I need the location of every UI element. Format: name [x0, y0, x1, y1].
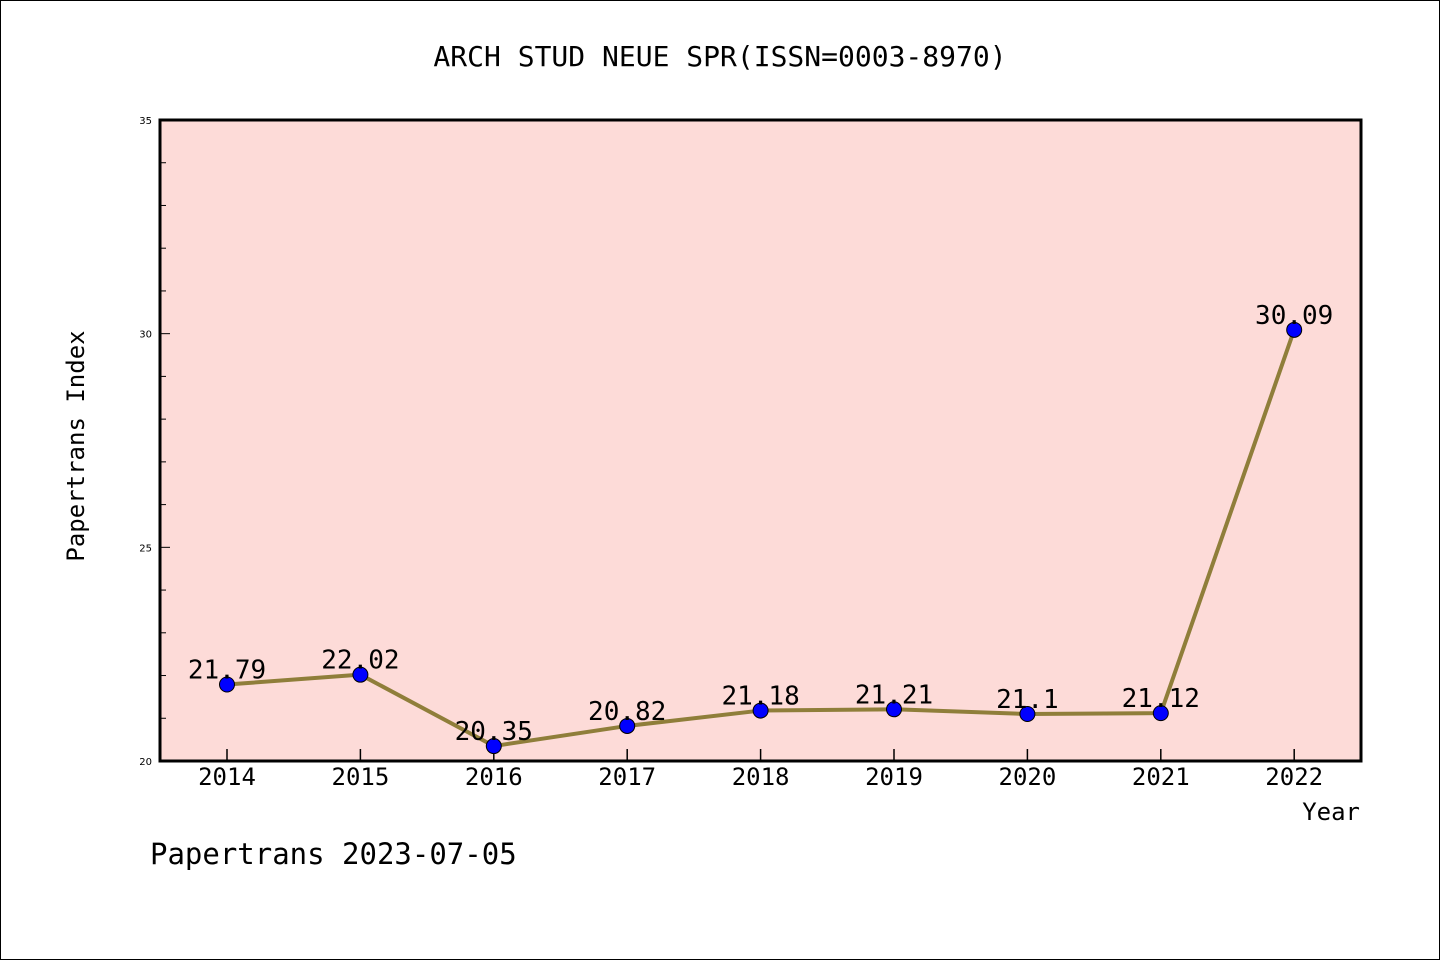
data-label: 21.12 [1122, 684, 1200, 714]
data-label: 21.21 [855, 680, 933, 710]
x-tick-label: 2016 [465, 763, 523, 791]
y-tick-label: 25 [139, 543, 152, 554]
x-tick-label: 2017 [598, 763, 656, 791]
data-point [619, 717, 636, 734]
data-label: 30.09 [1255, 301, 1333, 331]
data-point [485, 738, 502, 755]
x-axis: 2014 2015 2016 2017 2018 2019 2020 2021 2022 [198, 749, 1323, 791]
data-point [219, 676, 235, 693]
data-label: 21.1 [996, 685, 1059, 715]
x-tick-label: 2019 [865, 763, 923, 791]
x-tick-label: 2020 [999, 763, 1057, 791]
data-point [752, 702, 769, 719]
x-tick-label: 2018 [732, 763, 790, 791]
data-point [1152, 705, 1169, 722]
plot-area [158, 118, 1363, 763]
data-point [1019, 705, 1036, 722]
y-axis-label: Papertrans Index [62, 330, 90, 561]
footer-text: Papertrans 2023-07-05 [150, 837, 517, 871]
x-tick-label: 2015 [332, 763, 390, 791]
data-point [1286, 321, 1303, 338]
data-label: 21.79 [188, 656, 266, 686]
y-tick-label: 35 [139, 116, 152, 127]
x-tick-label: 2022 [1265, 763, 1323, 791]
data-point [886, 701, 902, 718]
data-point [352, 666, 369, 683]
series-layer: 21.79 22.02 20.35 20.82 21.18 21.21 21.1 21.12 3… [188, 301, 1333, 755]
x-tick-label: 2021 [1132, 763, 1190, 791]
data-label: 22.02 [321, 646, 399, 676]
y-tick-label: 30 [139, 330, 152, 341]
y-tick-label: 20 [139, 757, 152, 768]
data-label: 20.35 [455, 717, 533, 747]
chart-title: ARCH STUD NEUE SPR(ISSN=0003-8970) [433, 40, 1006, 73]
data-label: 20.82 [588, 697, 666, 727]
data-label: 21.18 [721, 682, 799, 712]
x-tick-label: 2014 [198, 763, 256, 791]
x-axis-label: Year [1302, 798, 1360, 826]
y-axis: 20 25 30 35 [139, 116, 170, 768]
